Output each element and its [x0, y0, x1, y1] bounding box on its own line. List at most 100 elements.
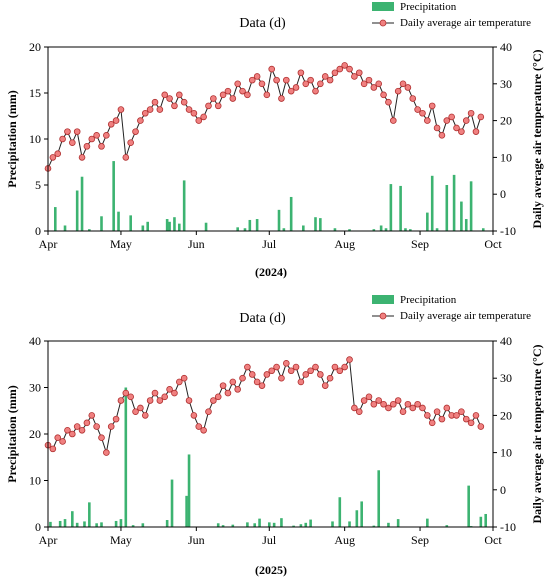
- precip-bar: [236, 227, 239, 231]
- precip-bar: [372, 229, 376, 231]
- temperature-point: [205, 408, 212, 415]
- precip-bar: [409, 229, 412, 231]
- y-right-tick-label: 10: [500, 446, 512, 460]
- temperature-point: [258, 382, 266, 389]
- precip-bar: [292, 525, 295, 527]
- temperature-point: [355, 408, 363, 415]
- precip-bar: [100, 216, 103, 231]
- temperature-point: [268, 65, 276, 73]
- y-left-tick-label: 10: [29, 474, 41, 488]
- legend-label: Daily average air temperature: [400, 310, 531, 322]
- y-right-tick-label: 30: [500, 77, 512, 91]
- temperature-point: [331, 69, 339, 77]
- precip-bar: [112, 161, 115, 231]
- temperature-point: [185, 397, 193, 404]
- temperature-point: [59, 438, 66, 445]
- precip-bar: [377, 470, 381, 527]
- y-left-tick-label: 10: [29, 132, 41, 146]
- chart-title: Data (d): [239, 311, 286, 326]
- precip-bar: [267, 522, 271, 527]
- precip-bar: [348, 521, 351, 527]
- precip-bar: [141, 225, 145, 231]
- precip-bar: [88, 502, 91, 527]
- temperature-point: [190, 412, 198, 419]
- precip-bar: [83, 521, 86, 527]
- precip-bar: [185, 495, 188, 527]
- temperature-point: [59, 135, 66, 143]
- precip-bar: [173, 217, 176, 231]
- temperature-point: [448, 113, 455, 121]
- temperature-point: [263, 91, 271, 99]
- precip-bar: [426, 212, 429, 231]
- temperature-point: [394, 87, 402, 95]
- precip-bar: [255, 219, 259, 231]
- x-tick-label: Apr: [39, 533, 58, 547]
- precip-bar: [88, 229, 91, 231]
- temperature-point: [88, 412, 96, 419]
- temperature-point: [83, 143, 91, 150]
- chart-title: Data (d): [239, 16, 286, 31]
- y-left-tick-label: 15: [29, 86, 41, 100]
- precip-bar: [165, 520, 169, 527]
- precip-bar: [277, 209, 281, 231]
- temperature-point: [229, 378, 237, 386]
- temperature-point: [166, 386, 173, 393]
- y-left-axis-label: Precipitation (mm): [5, 90, 19, 187]
- temperature-point: [253, 73, 261, 80]
- y-right-axis-label: Daily average air temperature (°C): [530, 50, 544, 229]
- temperature-point: [73, 423, 81, 430]
- precip-bar: [95, 523, 98, 527]
- temperature-point: [161, 91, 169, 99]
- temperature-point: [112, 117, 120, 124]
- precip-bar: [379, 225, 383, 231]
- legend-label: Daily average air temperature: [400, 17, 531, 29]
- x-tick-label: Oct: [484, 533, 502, 547]
- temperature-point: [428, 102, 436, 110]
- temperature-point: [389, 117, 397, 124]
- temperature-point: [64, 128, 71, 135]
- precip-bar: [182, 180, 186, 231]
- precip-bar: [396, 519, 400, 527]
- temperature-point: [409, 95, 417, 102]
- y-right-tick-label: 40: [500, 40, 512, 54]
- temperature-point: [73, 128, 81, 135]
- temperature-point: [219, 382, 227, 389]
- temperature-point: [424, 117, 431, 124]
- precip-bar: [75, 522, 79, 527]
- y-right-tick-label: 10: [500, 150, 512, 164]
- y-left-tick-label: 5: [35, 178, 41, 192]
- precip-bar: [248, 219, 252, 231]
- temperature-point: [176, 91, 183, 99]
- x-tick-label: Sep: [411, 237, 429, 251]
- temperature-point: [103, 449, 110, 456]
- temperature-point: [467, 419, 475, 427]
- precip-bar: [430, 175, 434, 231]
- temperature-point: [78, 426, 86, 434]
- temperature-point: [419, 109, 426, 117]
- temperature-point: [458, 128, 465, 135]
- precip-bar: [63, 519, 67, 527]
- temperature-point: [341, 363, 348, 371]
- temperature-point: [263, 371, 271, 378]
- precip-bar: [387, 522, 390, 527]
- temperature-point: [93, 132, 100, 139]
- precip-bar: [100, 522, 103, 527]
- precip-bar: [258, 518, 261, 527]
- precip-bar: [348, 229, 351, 231]
- temperature-point: [462, 415, 470, 423]
- temperature-point: [385, 404, 392, 412]
- temperature-point: [83, 419, 91, 427]
- precip-bar: [75, 190, 79, 231]
- temperature-point: [224, 389, 232, 397]
- y-left-tick-label: 0: [35, 224, 41, 238]
- x-tick-label: May: [110, 533, 132, 547]
- precip-bar: [464, 219, 468, 231]
- temperature-point: [98, 434, 105, 442]
- temperature-point: [69, 139, 76, 146]
- precip-bar: [178, 223, 181, 231]
- precip-bar: [469, 181, 473, 231]
- temperature-point: [467, 109, 475, 117]
- temperature-point: [278, 95, 285, 102]
- temperature-point: [195, 117, 203, 124]
